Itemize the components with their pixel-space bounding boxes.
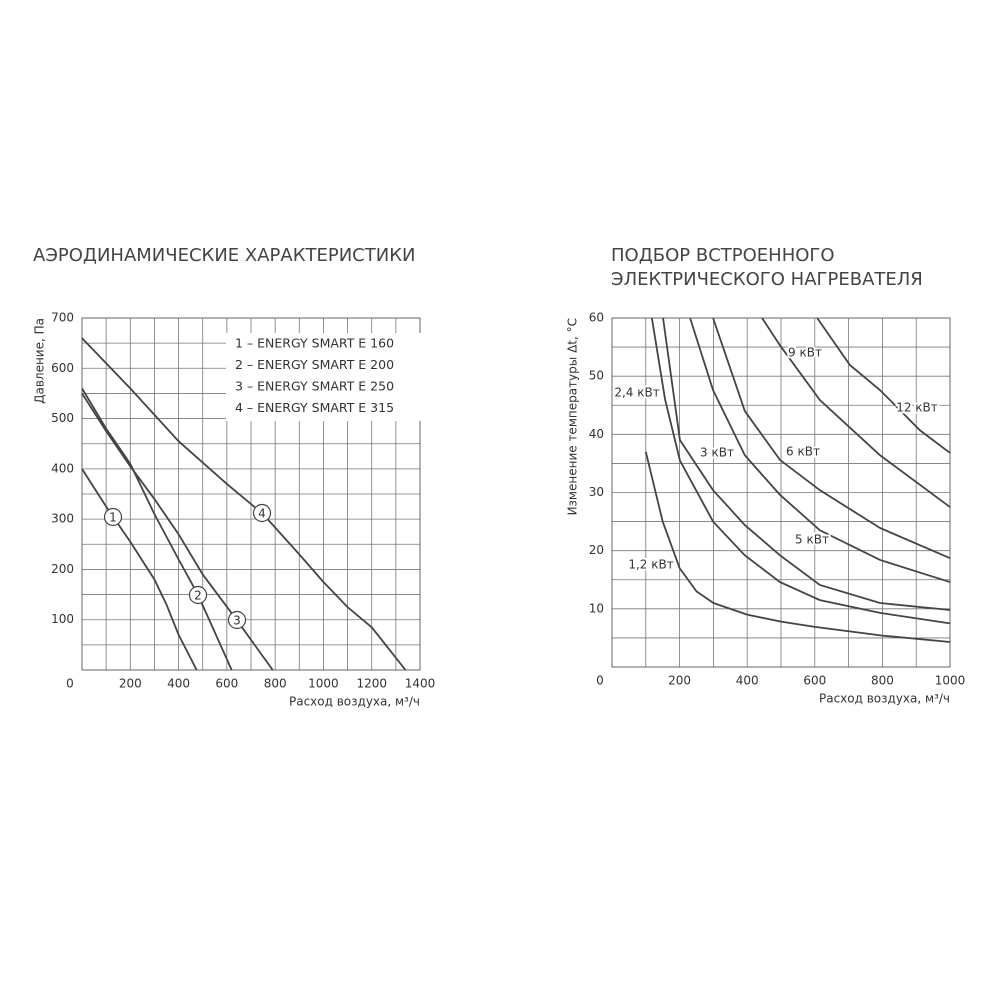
chart-title: ПОДБОР ВСТРОЕННОГО: [611, 245, 835, 266]
series-line: [644, 451, 951, 643]
legend-entry: 3 – ENERGY SMART E 250: [235, 379, 394, 394]
series-line: [81, 337, 407, 671]
series-marker-label: 2: [194, 589, 202, 603]
series-marker-label: 3: [233, 614, 241, 628]
y-tick-label: 50: [589, 369, 604, 383]
x-tick-label: 1400: [405, 677, 436, 691]
series-line: [81, 387, 233, 671]
series-line: [650, 317, 951, 625]
x-tick-label: 1000: [935, 674, 966, 688]
series-line: [712, 317, 951, 560]
series-marker: [188, 585, 208, 605]
y-tick-label: 10: [589, 601, 604, 615]
x-axis-label: Расход воздуха, м³/ч: [289, 695, 420, 709]
y-axis-label: Давление, Па: [33, 318, 47, 404]
series-line: [81, 468, 198, 671]
series-marker-label: 4: [258, 507, 266, 521]
y-tick-label: 60: [589, 311, 604, 325]
y-tick-label: 200: [51, 562, 74, 576]
y-tick-label: 100: [51, 612, 74, 626]
y-axis-label: Изменение температуры Δt, °С: [566, 318, 580, 515]
y-tick-label: 40: [589, 427, 604, 441]
legend-entry: 1 – ENERGY SMART E 160: [235, 336, 394, 351]
series-line: [761, 317, 951, 508]
series-label: 2,4 кВт: [614, 386, 659, 400]
x-tick-label: 200: [119, 677, 142, 691]
x-tick-label: 1000: [308, 677, 339, 691]
series-line: [662, 317, 951, 611]
series-label: 9 кВт: [788, 346, 822, 360]
series-line: [689, 317, 951, 583]
x-tick-label: 600: [803, 674, 826, 688]
y-tick-label: 300: [51, 512, 74, 526]
x-axis-label: Расход воздуха, м³/ч: [819, 692, 950, 706]
series-label: 3 кВт: [700, 446, 734, 460]
legend-box: [226, 333, 422, 421]
x-tick-label: 400: [167, 677, 190, 691]
series-marker-label: 1: [109, 511, 117, 525]
y-tick-label: 30: [589, 485, 604, 499]
series-label: 1,2 кВт: [628, 558, 673, 572]
chart-title: ЭЛЕКТРИЧЕСКОГО НАГРЕВАТЕЛЯ: [611, 269, 923, 290]
series-marker: [227, 610, 247, 630]
x-tick-label: 800: [264, 677, 287, 691]
x-tick-label: 0: [596, 674, 604, 688]
series-line: [816, 317, 951, 454]
x-tick-label: 200: [668, 674, 691, 688]
legend-entry: 2 – ENERGY SMART E 200: [235, 357, 394, 372]
series-marker: [103, 507, 123, 527]
plot-frame: [611, 317, 951, 668]
x-tick-label: 0: [66, 677, 74, 691]
legend-entry: 4 – ENERGY SMART E 315: [235, 400, 394, 415]
x-tick-label: 400: [736, 674, 759, 688]
x-tick-label: 600: [215, 677, 238, 691]
series-marker: [252, 503, 272, 523]
y-tick-label: 500: [51, 411, 74, 425]
x-tick-label: 800: [871, 674, 894, 688]
y-tick-label: 700: [51, 311, 74, 325]
y-tick-label: 20: [589, 543, 604, 557]
series-label: 12 кВт: [896, 401, 938, 415]
chart-title: АЭРОДИНАМИЧЕСКИЕ ХАРАКТЕРИСТИКИ: [33, 245, 415, 266]
series-label: 6 кВт: [786, 445, 820, 459]
series-line: [81, 392, 274, 671]
x-tick-label: 1200: [356, 677, 387, 691]
y-tick-label: 400: [51, 461, 74, 475]
plot-frame: [81, 317, 421, 671]
series-label: 5 кВт: [795, 533, 829, 547]
y-tick-label: 600: [51, 361, 74, 375]
